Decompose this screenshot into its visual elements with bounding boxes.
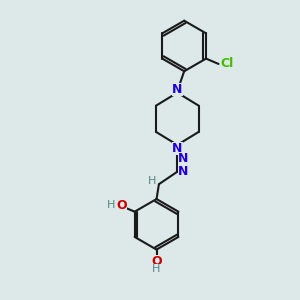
Text: N: N [178,152,188,165]
Text: N: N [172,142,182,155]
Text: H: H [152,265,161,275]
Text: O: O [151,255,162,268]
Text: Cl: Cl [220,58,233,70]
Text: N: N [178,165,188,178]
Text: H: H [107,200,115,210]
Text: N: N [172,82,182,96]
Text: O: O [117,199,127,212]
Text: H: H [148,176,157,186]
